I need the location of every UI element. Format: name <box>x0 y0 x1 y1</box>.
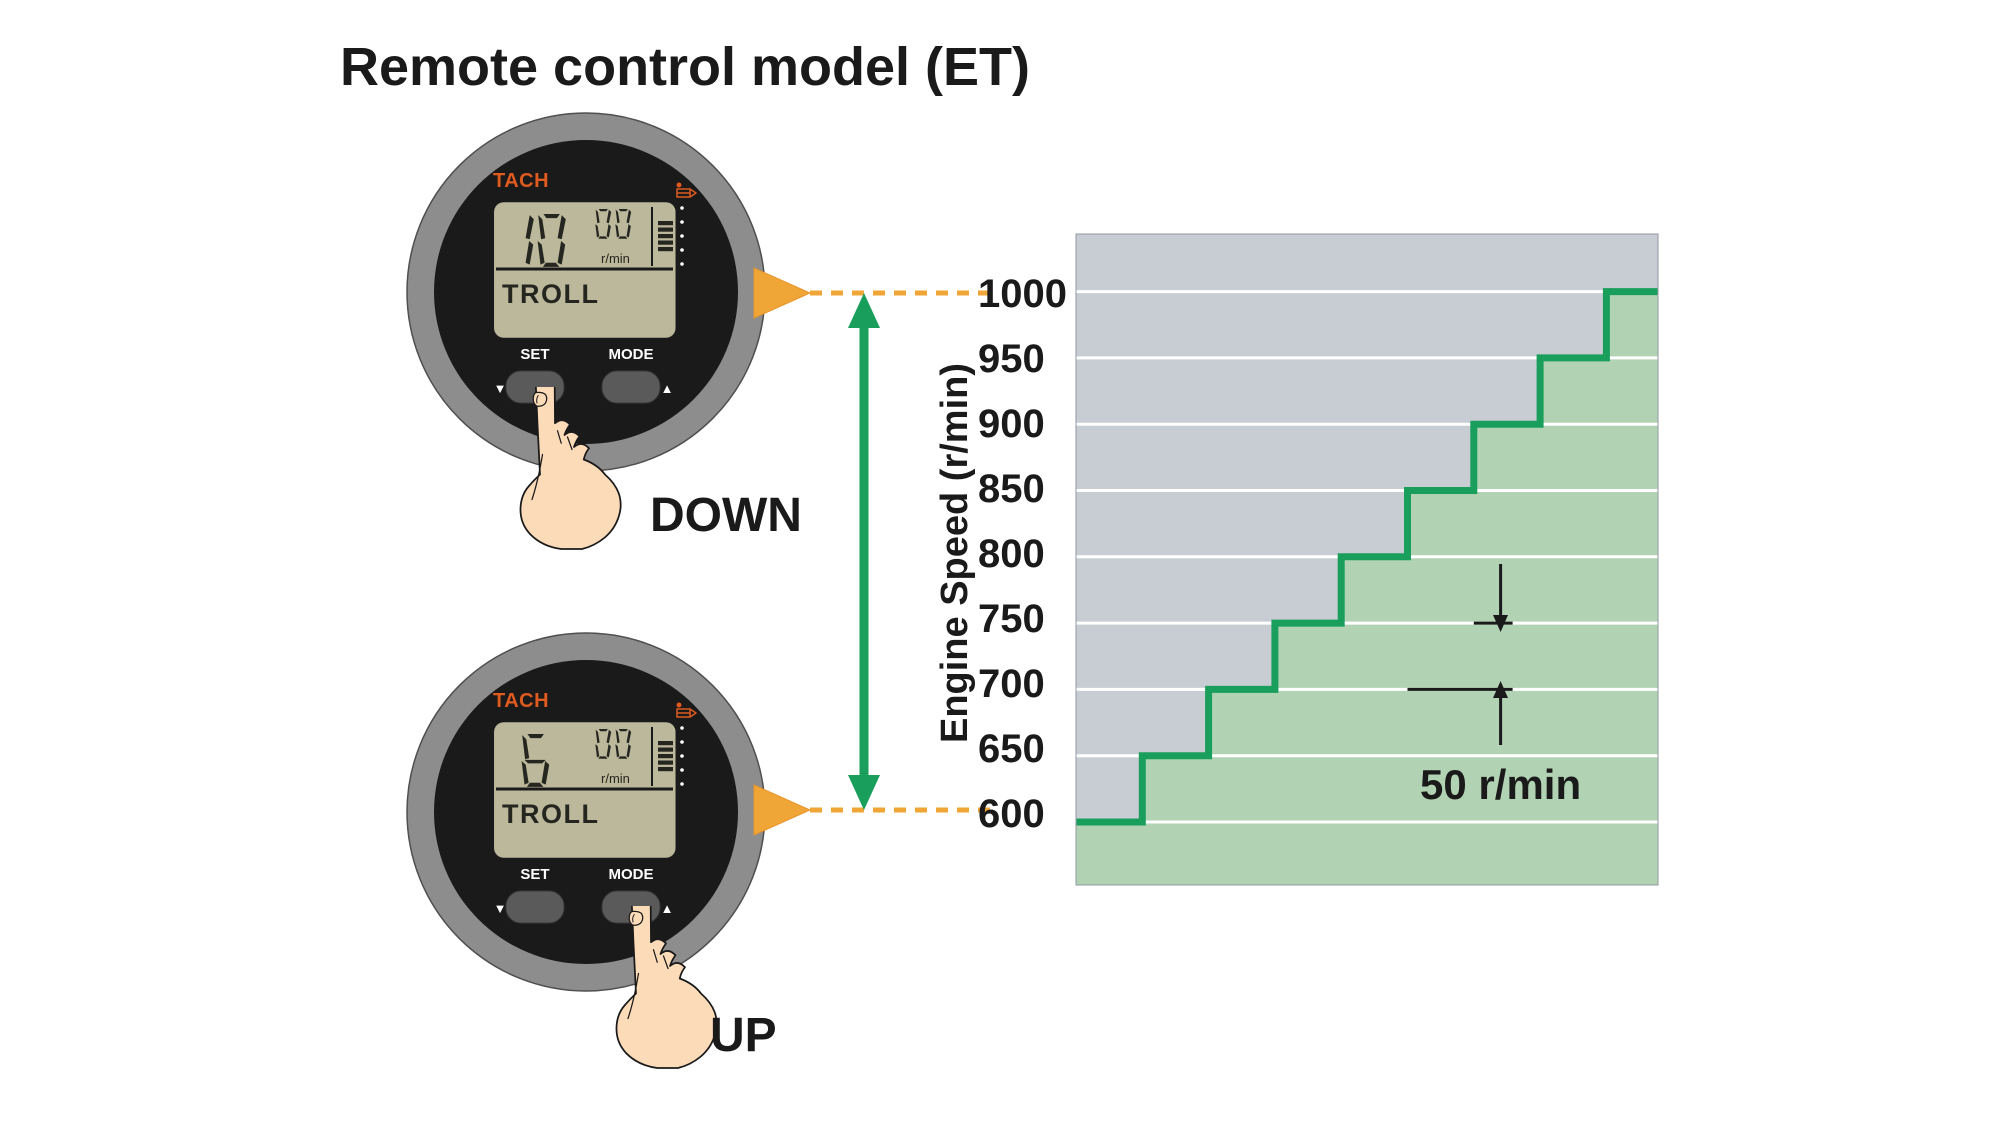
svg-text:TROLL: TROLL <box>502 799 599 829</box>
svg-text:TACH: TACH <box>493 690 549 712</box>
svg-text:TACH: TACH <box>493 170 549 192</box>
svg-text:▼: ▼ <box>494 901 507 916</box>
svg-text:▲: ▲ <box>661 381 674 396</box>
svg-text:50 r/min: 50 r/min <box>1420 761 1581 808</box>
svg-text:MODE: MODE <box>609 346 654 363</box>
svg-text:SET: SET <box>520 866 549 883</box>
svg-text:MODE: MODE <box>609 866 654 883</box>
svg-text:TROLL: TROLL <box>502 279 599 309</box>
svg-text:SET: SET <box>520 346 549 363</box>
svg-text:r/min: r/min <box>601 771 630 786</box>
svg-text:r/min: r/min <box>601 251 630 266</box>
